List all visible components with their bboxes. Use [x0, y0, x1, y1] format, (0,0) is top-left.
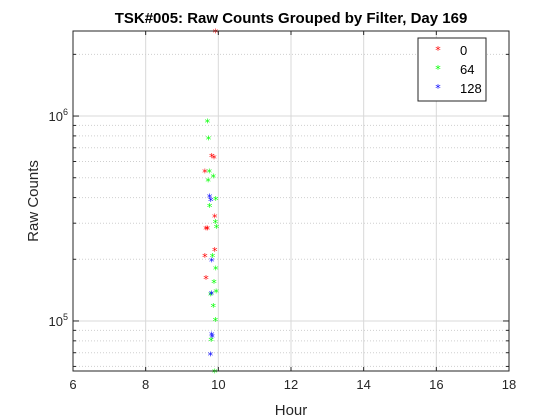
x-tick-label: 10 — [211, 377, 225, 392]
data-point-0: * — [205, 223, 211, 236]
tick-layer: 6 8 10 12 14 16 18 105 106 — [49, 31, 516, 392]
data-point-64: * — [211, 277, 217, 290]
data-point-64: * — [210, 172, 216, 185]
data-point-0: * — [203, 223, 209, 236]
data-point-0: * — [203, 273, 209, 286]
legend-marker: * — [435, 63, 441, 76]
data-point-64: * — [210, 301, 216, 314]
legend-marker: * — [435, 44, 441, 57]
data-point-64: * — [206, 133, 212, 146]
data-point-128: * — [207, 192, 213, 205]
legend: * 0 * 64 * 128 — [417, 37, 487, 102]
y-axis-label: Raw Counts — [25, 160, 42, 242]
data-point-64: * — [210, 251, 216, 264]
x-tick-label: 16 — [429, 377, 443, 392]
data-point-0: * — [202, 167, 208, 180]
data-point-128: * — [209, 332, 215, 345]
data-point-0: * — [211, 153, 217, 166]
data-point-128: * — [208, 195, 214, 208]
data-point-64: * — [213, 194, 219, 207]
chart-title: TSK#005: Raw Counts Grouped by Filter, D… — [115, 10, 468, 27]
data-point-64: * — [213, 286, 219, 299]
x-tick-label: 14 — [356, 377, 370, 392]
x-tick-label: 8 — [142, 377, 149, 392]
legend-marker: * — [435, 82, 441, 95]
data-point-0: * — [202, 251, 208, 264]
legend-label: 0 — [460, 43, 467, 58]
data-point-0: * — [213, 27, 219, 40]
x-tick-label: 6 — [69, 377, 76, 392]
y-tick-label: 106 — [49, 107, 68, 124]
data-point-64: * — [213, 217, 219, 230]
marker-layer: *********************************** — [202, 27, 220, 380]
data-point-64: * — [213, 264, 219, 277]
legend-label: 64 — [460, 62, 474, 77]
y-tick-label: 105 — [49, 312, 68, 329]
data-point-128: * — [208, 349, 214, 362]
x-tick-label: 18 — [502, 377, 516, 392]
data-point-128: * — [209, 256, 215, 269]
data-point-128: * — [209, 329, 215, 342]
data-point-64: * — [213, 315, 219, 328]
data-point-128: * — [209, 288, 215, 301]
data-point-0: * — [209, 151, 215, 164]
data-point-64: * — [212, 367, 218, 380]
data-point-64: * — [208, 335, 214, 348]
x-axis-label: Hour — [275, 402, 308, 419]
data-point-64: * — [205, 116, 211, 129]
data-point-64: * — [207, 201, 213, 214]
data-point-0: * — [212, 245, 218, 258]
x-tick-label: 12 — [284, 377, 298, 392]
data-point-64: * — [205, 175, 211, 188]
legend-label: 128 — [460, 81, 482, 96]
legend-box — [417, 37, 487, 102]
data-point-0: * — [212, 211, 218, 224]
data-point-64: * — [214, 222, 220, 235]
data-point-64: * — [207, 167, 213, 180]
data-point-64: * — [208, 290, 214, 303]
